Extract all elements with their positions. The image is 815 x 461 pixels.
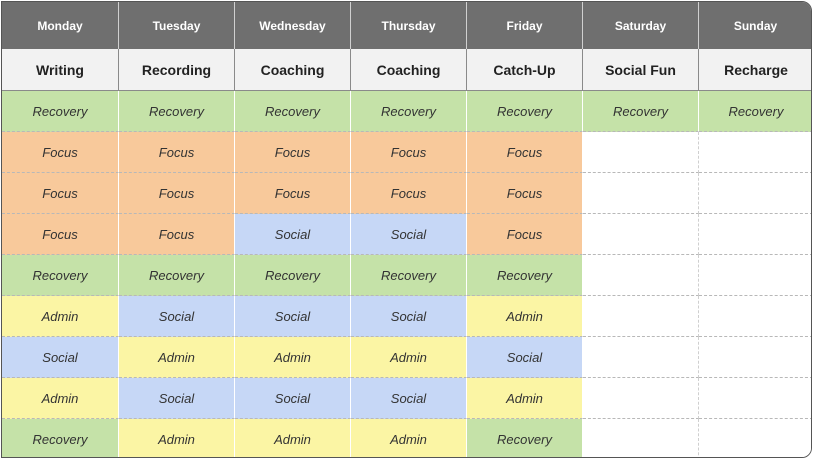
- schedule-cell: Focus: [351, 173, 467, 214]
- schedule-cell: [699, 132, 811, 173]
- day-header-tuesday: Tuesday: [119, 2, 235, 49]
- schedule-cell: Social: [235, 296, 351, 337]
- day-header-saturday: Saturday: [583, 2, 699, 49]
- schedule-cell: Focus: [119, 173, 235, 214]
- schedule-cell: Focus: [2, 132, 119, 173]
- schedule-cell: [699, 255, 811, 296]
- schedule-cell: [583, 419, 699, 457]
- schedule-cell: Admin: [119, 419, 235, 457]
- schedule-cell: Admin: [467, 378, 583, 419]
- schedule-cell: [583, 173, 699, 214]
- schedule-cell: Focus: [467, 132, 583, 173]
- schedule-cell: Admin: [2, 296, 119, 337]
- schedule-cell: Recovery: [2, 255, 119, 296]
- schedule-cell: Social: [119, 296, 235, 337]
- day-theme-wednesday: Coaching: [235, 49, 351, 91]
- schedule-cell: [699, 419, 811, 457]
- schedule-cell: Admin: [351, 337, 467, 378]
- schedule-cell: Focus: [119, 132, 235, 173]
- schedule-cell: [699, 337, 811, 378]
- day-theme-thursday: Coaching: [351, 49, 467, 91]
- schedule-cell: [583, 214, 699, 255]
- day-theme-sunday: Recharge: [699, 49, 811, 91]
- day-header-wednesday: Wednesday: [235, 2, 351, 49]
- schedule-cell: Social: [119, 378, 235, 419]
- schedule-cell: Admin: [235, 337, 351, 378]
- schedule-cell: Admin: [2, 378, 119, 419]
- schedule-cell: Recovery: [467, 419, 583, 457]
- schedule-cell: Admin: [235, 419, 351, 457]
- schedule-cell: Social: [2, 337, 119, 378]
- schedule-cell: Recovery: [235, 91, 351, 132]
- schedule-cell: Admin: [119, 337, 235, 378]
- day-theme-tuesday: Recording: [119, 49, 235, 91]
- schedule-cell: [583, 255, 699, 296]
- schedule-cell: Focus: [351, 132, 467, 173]
- day-header-monday: Monday: [2, 2, 119, 49]
- schedule-cell: Recovery: [583, 91, 699, 132]
- schedule-cell: Recovery: [351, 91, 467, 132]
- day-header-thursday: Thursday: [351, 2, 467, 49]
- day-theme-saturday: Social Fun: [583, 49, 699, 91]
- day-theme-friday: Catch-Up: [467, 49, 583, 91]
- schedule-cell: Focus: [467, 214, 583, 255]
- schedule-cell: Recovery: [2, 419, 119, 457]
- schedule-cell: Focus: [2, 173, 119, 214]
- schedule-cell: Social: [467, 337, 583, 378]
- schedule-cell: Social: [235, 214, 351, 255]
- day-header-friday: Friday: [467, 2, 583, 49]
- schedule-cell: [583, 296, 699, 337]
- schedule-cell: [699, 214, 811, 255]
- schedule-cell: Social: [351, 214, 467, 255]
- schedule-cell: [699, 296, 811, 337]
- day-theme-monday: Writing: [2, 49, 119, 91]
- schedule-cell: Recovery: [699, 91, 811, 132]
- schedule-cell: Focus: [235, 173, 351, 214]
- schedule-cell: Focus: [2, 214, 119, 255]
- schedule-cell: Recovery: [351, 255, 467, 296]
- schedule-cell: Focus: [467, 173, 583, 214]
- schedule-cell: Social: [351, 378, 467, 419]
- schedule-cell: Focus: [235, 132, 351, 173]
- day-header-sunday: Sunday: [699, 2, 811, 49]
- schedule-cell: Recovery: [467, 255, 583, 296]
- schedule-cell: Recovery: [2, 91, 119, 132]
- schedule-cell: Recovery: [119, 255, 235, 296]
- schedule-cell: [583, 132, 699, 173]
- schedule-cell: [583, 337, 699, 378]
- schedule-cell: Admin: [467, 296, 583, 337]
- schedule-cell: Recovery: [119, 91, 235, 132]
- schedule-cell: Social: [351, 296, 467, 337]
- schedule-cell: Recovery: [467, 91, 583, 132]
- schedule-cell: [699, 173, 811, 214]
- schedule-cell: Recovery: [235, 255, 351, 296]
- schedule-cell: Admin: [351, 419, 467, 457]
- schedule-cell: Focus: [119, 214, 235, 255]
- schedule-cell: [583, 378, 699, 419]
- schedule-cell: Social: [235, 378, 351, 419]
- schedule-cell: [699, 378, 811, 419]
